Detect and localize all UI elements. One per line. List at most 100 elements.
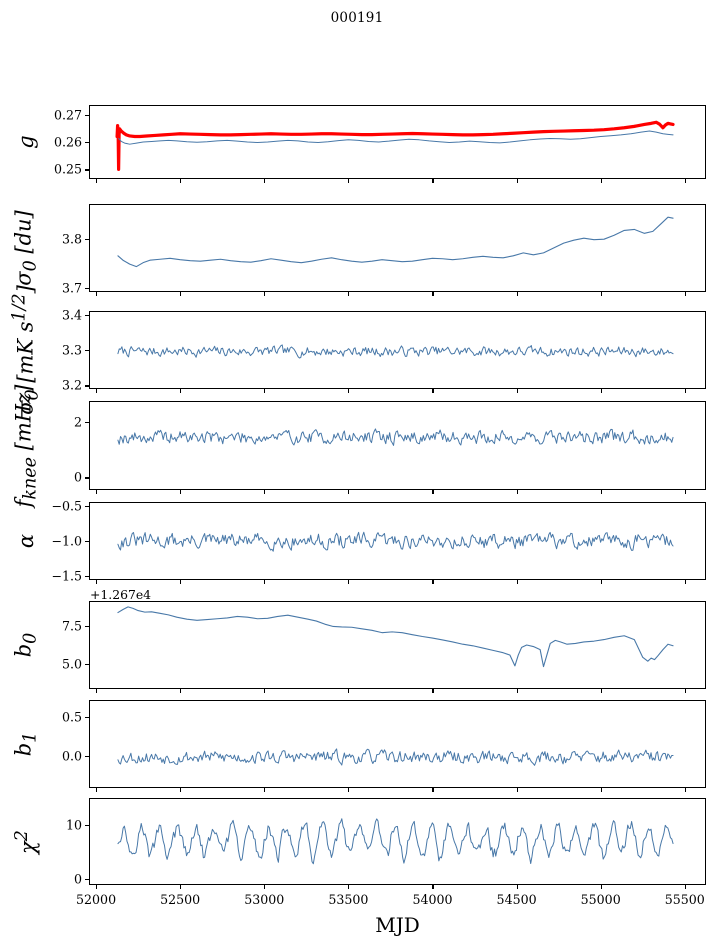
- x-tick-mark: [600, 292, 602, 296]
- x-tick-mark: [432, 292, 434, 296]
- x-tick-mark: [516, 292, 518, 296]
- x-tick-mark: [432, 689, 434, 693]
- x-tick-mark: [600, 689, 602, 693]
- x-tick-mark: [264, 179, 266, 183]
- y-tick-mark: [85, 169, 89, 171]
- x-tick-mark: [600, 389, 602, 393]
- y-tick-mark: [85, 824, 89, 826]
- x-tick-mark: [96, 689, 98, 693]
- x-tick-mark: [180, 689, 182, 693]
- y-tick-label: 3.3: [61, 342, 82, 358]
- y-tick-label: 7.5: [61, 618, 82, 634]
- x-tick-mark: [432, 179, 434, 183]
- x-tick-mark: [348, 885, 350, 889]
- y-axis-offset-text: +1.267e4: [90, 587, 152, 602]
- y-axis-label-chi2: χ2: [12, 829, 40, 854]
- x-tick-mark: [264, 885, 266, 889]
- plot-panel-sigma0-du: [89, 204, 706, 292]
- x-tick-mark: [516, 689, 518, 693]
- y-tick-label: 0.26: [53, 134, 82, 150]
- y-tick-label: −1.5: [51, 568, 82, 584]
- x-tick-mark: [264, 788, 266, 792]
- y-tick-mark: [85, 314, 89, 316]
- x-tick-mark: [600, 490, 602, 494]
- x-tick-mark: [348, 389, 350, 393]
- x-tick-mark: [600, 580, 602, 584]
- data-series-sigma0-mk: [118, 345, 673, 358]
- x-tick-mark: [96, 788, 98, 792]
- x-tick-mark: [264, 580, 266, 584]
- x-tick-mark: [264, 490, 266, 494]
- x-tick-mark: [264, 689, 266, 693]
- y-tick-label: 0: [73, 469, 82, 485]
- x-tick-mark: [180, 885, 182, 889]
- x-tick-mark: [684, 580, 686, 584]
- x-tick-label: 55000: [580, 892, 621, 907]
- x-tick-mark: [96, 580, 98, 584]
- y-tick-mark: [85, 755, 89, 757]
- y-tick-mark: [85, 421, 89, 423]
- x-tick-mark: [684, 179, 686, 183]
- y-tick-label: 3.2: [61, 377, 82, 393]
- x-tick-mark: [180, 179, 182, 183]
- y-tick-label: 5.0: [61, 656, 82, 672]
- x-tick-mark: [348, 179, 350, 183]
- data-series-alpha: [118, 532, 673, 551]
- x-tick-mark: [432, 389, 434, 393]
- x-tick-mark: [348, 580, 350, 584]
- figure-title: 000191: [330, 10, 384, 26]
- y-tick-label: 0: [73, 871, 82, 887]
- data-series-chi2: [118, 819, 673, 864]
- x-tick-label: 52500: [160, 892, 201, 907]
- x-tick-mark: [684, 885, 686, 889]
- y-axis-label-fknee: fknee [mHz]: [11, 384, 41, 507]
- x-tick-mark: [96, 490, 98, 494]
- data-series-fknee: [118, 429, 673, 445]
- data-series-b0: [118, 607, 673, 667]
- x-tick-mark: [432, 788, 434, 792]
- x-tick-mark: [684, 788, 686, 792]
- x-tick-mark: [96, 292, 98, 296]
- x-tick-mark: [516, 389, 518, 393]
- y-tick-label: 0.0: [61, 748, 82, 764]
- y-tick-mark: [85, 288, 89, 290]
- x-tick-mark: [264, 389, 266, 393]
- plot-panel-chi2: [89, 798, 706, 885]
- plot-panel-b1: [89, 700, 706, 788]
- x-tick-mark: [684, 490, 686, 494]
- x-tick-mark: [516, 788, 518, 792]
- x-tick-label: 54000: [412, 892, 453, 907]
- plot-panel-b0: [89, 601, 706, 689]
- y-tick-label: −0.5: [51, 498, 82, 514]
- x-tick-mark: [432, 885, 434, 889]
- y-tick-label: −1.0: [51, 533, 82, 549]
- y-tick-mark: [85, 575, 89, 577]
- x-tick-mark: [180, 580, 182, 584]
- x-tick-mark: [180, 788, 182, 792]
- x-tick-mark: [348, 292, 350, 296]
- x-tick-mark: [180, 490, 182, 494]
- x-tick-mark: [180, 389, 182, 393]
- x-tick-mark: [96, 389, 98, 393]
- y-tick-mark: [85, 385, 89, 387]
- data-series-gain-raw: [117, 122, 673, 169]
- y-tick-label: 10: [65, 817, 82, 833]
- x-tick-mark: [516, 580, 518, 584]
- data-series-gain-model: [119, 131, 673, 144]
- x-tick-label: 55500: [664, 892, 705, 907]
- x-axis-label: MJD: [375, 913, 420, 937]
- x-tick-mark: [96, 179, 98, 183]
- x-tick-mark: [516, 179, 518, 183]
- y-tick-label: 3.8: [61, 231, 82, 247]
- y-tick-label: 2: [73, 414, 82, 430]
- x-tick-mark: [600, 885, 602, 889]
- y-tick-mark: [85, 142, 89, 144]
- y-tick-mark: [85, 114, 89, 116]
- x-tick-mark: [348, 689, 350, 693]
- x-tick-mark: [516, 885, 518, 889]
